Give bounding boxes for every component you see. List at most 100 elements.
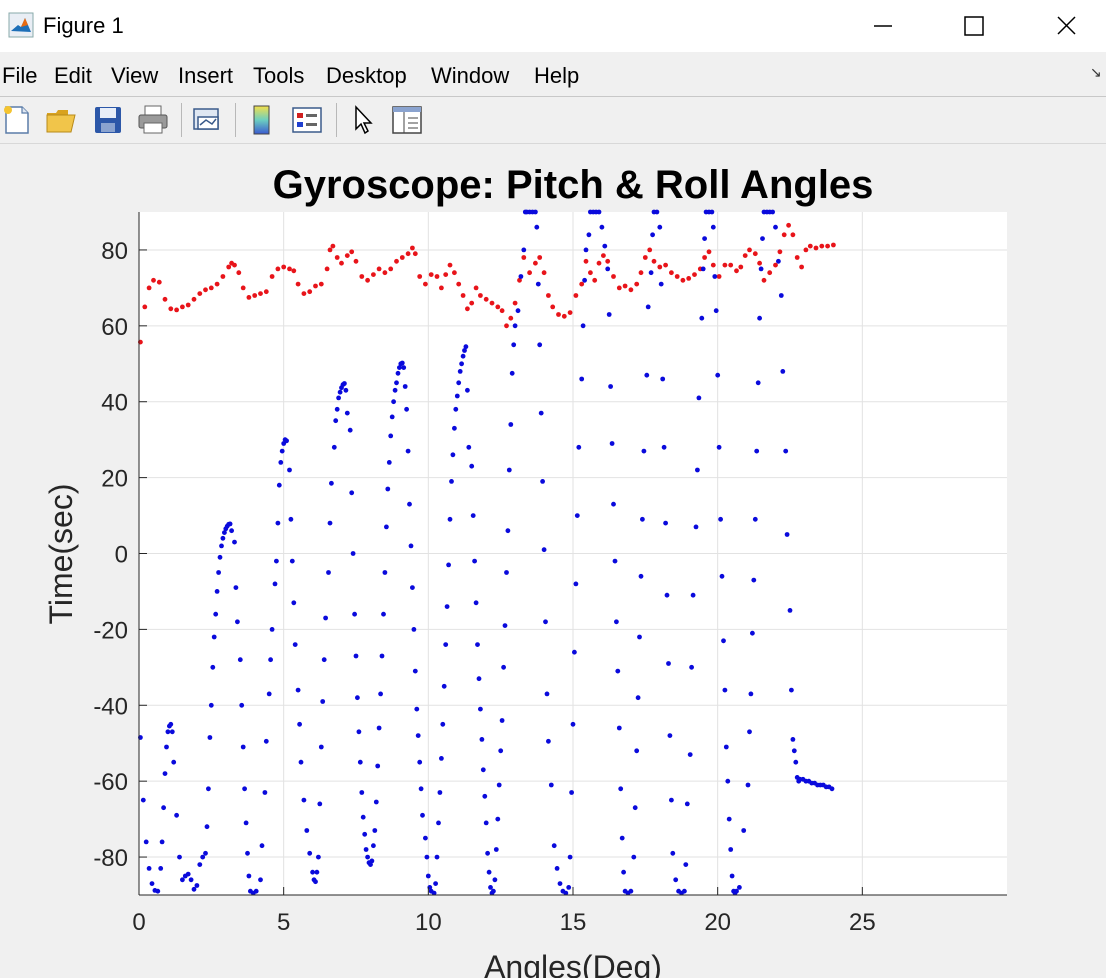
data-point xyxy=(534,224,540,230)
maximize-button[interactable] xyxy=(928,0,1020,52)
data-point xyxy=(376,266,382,272)
data-point xyxy=(680,277,686,283)
data-point xyxy=(327,520,333,526)
data-point xyxy=(505,528,511,534)
menu-insert[interactable]: Insert xyxy=(178,63,234,88)
menu-edit[interactable]: Edit xyxy=(54,63,92,88)
data-point xyxy=(389,414,395,420)
data-point xyxy=(177,854,182,860)
data-point xyxy=(682,888,687,894)
data-point xyxy=(411,627,417,632)
link-plot-icon[interactable] xyxy=(190,103,224,137)
data-point xyxy=(618,786,624,792)
menu-desktop[interactable]: Desktop xyxy=(326,63,407,88)
data-point xyxy=(210,664,216,670)
data-point xyxy=(437,790,443,795)
data-point xyxy=(381,611,386,617)
data-point xyxy=(669,797,674,803)
data-point xyxy=(690,592,696,598)
data-point xyxy=(498,748,504,754)
data-point xyxy=(434,854,440,860)
x-tick-label: 5 xyxy=(277,909,290,936)
data-point xyxy=(266,691,272,697)
menu-file[interactable]: File xyxy=(2,63,38,88)
data-point xyxy=(573,293,579,298)
data-point xyxy=(356,729,362,735)
data-point xyxy=(185,871,191,877)
save-icon[interactable] xyxy=(91,103,125,137)
data-point xyxy=(628,888,634,894)
dock-arrow-icon[interactable]: ↘ xyxy=(1090,64,1102,80)
data-point xyxy=(515,308,521,314)
data-point xyxy=(466,444,472,450)
print-icon[interactable] xyxy=(136,103,170,137)
data-point xyxy=(533,209,538,215)
data-point xyxy=(508,422,514,427)
data-point xyxy=(561,313,567,319)
data-point xyxy=(142,304,148,310)
data-point xyxy=(710,262,716,268)
data-point xyxy=(211,634,217,640)
data-point xyxy=(666,661,671,666)
data-point xyxy=(353,258,359,264)
data-point xyxy=(447,262,453,268)
data-point xyxy=(533,260,538,266)
pointer-icon[interactable] xyxy=(346,103,380,137)
data-point xyxy=(790,232,796,238)
open-folder-icon[interactable] xyxy=(44,103,78,137)
data-point xyxy=(169,729,175,735)
data-point xyxy=(476,676,482,682)
data-point xyxy=(791,748,797,754)
data-point xyxy=(602,243,608,249)
data-point xyxy=(323,615,328,621)
data-point xyxy=(321,657,327,663)
data-point xyxy=(295,687,301,693)
property-inspector-icon[interactable] xyxy=(390,103,424,137)
data-point xyxy=(347,427,353,433)
data-point xyxy=(634,748,640,754)
data-point xyxy=(443,272,449,277)
menu-window[interactable]: Window xyxy=(431,63,510,88)
close-button[interactable] xyxy=(1020,0,1106,52)
data-point xyxy=(518,274,524,279)
data-point xyxy=(208,702,214,708)
data-point xyxy=(496,782,502,788)
data-point xyxy=(394,258,399,264)
menu-view[interactable]: View xyxy=(111,63,159,88)
data-point xyxy=(770,209,775,215)
data-point xyxy=(573,581,579,587)
data-point xyxy=(741,828,747,833)
divider xyxy=(0,96,1106,97)
data-point xyxy=(365,277,370,283)
minimize-button[interactable] xyxy=(836,0,928,52)
data-point xyxy=(686,276,692,281)
data-point xyxy=(291,268,297,274)
data-point xyxy=(669,270,674,276)
data-point xyxy=(773,262,778,268)
data-point xyxy=(628,287,634,293)
menu-tools[interactable]: Tools xyxy=(253,63,305,88)
data-point xyxy=(252,293,258,298)
data-point xyxy=(543,619,548,625)
data-point xyxy=(222,530,227,535)
data-point xyxy=(579,376,585,382)
data-point xyxy=(778,293,784,298)
data-point xyxy=(363,847,369,852)
toolbar-separator xyxy=(336,103,337,137)
data-point xyxy=(757,260,762,266)
data-point xyxy=(486,869,492,875)
data-point xyxy=(517,277,522,283)
data-point xyxy=(314,869,320,875)
new-figure-icon[interactable] xyxy=(0,103,34,137)
data-point xyxy=(436,820,441,826)
data-point xyxy=(638,573,644,579)
data-point xyxy=(371,843,376,849)
data-point xyxy=(239,702,245,708)
colorbar-icon[interactable] xyxy=(245,103,279,137)
data-point xyxy=(709,209,715,215)
scatter-plot[interactable]: Gyroscope: Pitch & Roll Angles 0 5 10 15 20 2… xyxy=(0,144,1106,978)
data-point xyxy=(511,342,517,348)
legend-icon[interactable] xyxy=(290,103,324,137)
menu-help[interactable]: Help xyxy=(534,63,580,88)
data-point xyxy=(657,264,663,270)
